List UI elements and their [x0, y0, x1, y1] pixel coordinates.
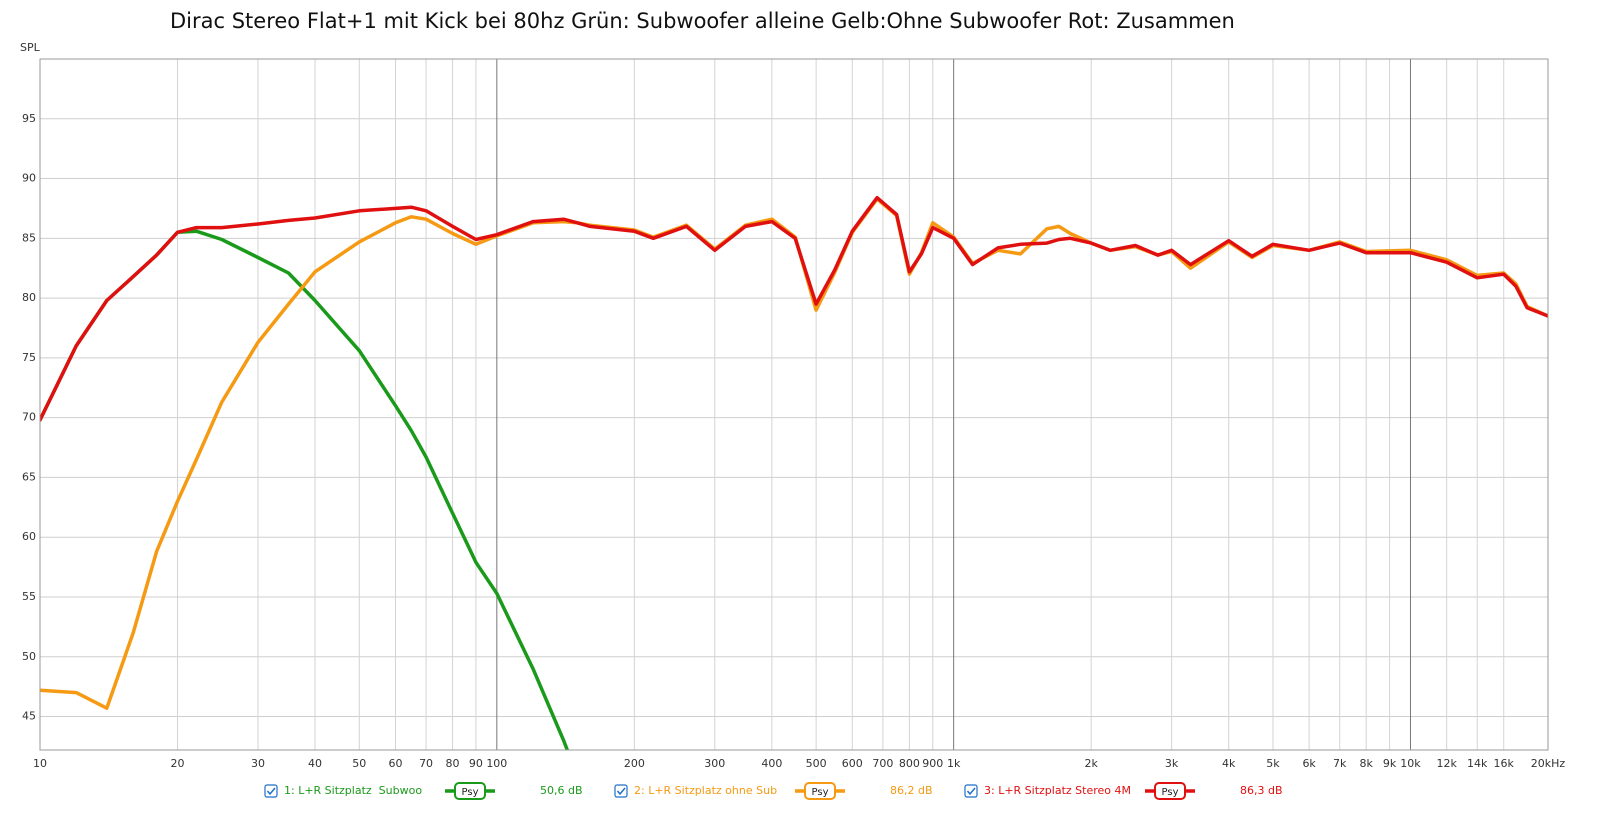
x-tick-label: 90 — [469, 757, 483, 770]
x-tick-label: 7k — [1333, 757, 1347, 770]
x-tick-label: 40 — [308, 757, 322, 770]
legend-psy-box — [1154, 782, 1186, 800]
y-tick-label: 75 — [22, 351, 36, 364]
legend-level: 86,3 dB — [1240, 784, 1283, 797]
x-tick-label: 200 — [624, 757, 645, 770]
curves — [40, 195, 1548, 750]
legend-checkbox[interactable] — [264, 784, 278, 798]
legend-checkmark — [616, 787, 626, 796]
x-tick-label: 20 — [171, 757, 185, 770]
x-tick-label: 500 — [806, 757, 827, 770]
legend-label: 2: L+R Sitzplatz ohne Sub — [634, 784, 777, 797]
x-tick-label: 300 — [704, 757, 725, 770]
y-tick-label: 70 — [22, 411, 36, 424]
x-tick-label: 2k — [1084, 757, 1098, 770]
y-axis-label: SPL — [20, 41, 41, 54]
y-tick-label: 55 — [22, 590, 36, 603]
y-tick-label: 80 — [22, 291, 36, 304]
legend-level: 50,6 dB — [540, 784, 583, 797]
x-tick-label: 4k — [1222, 757, 1236, 770]
chart-title: Dirac Stereo Flat+1 mit Kick bei 80hz Gr… — [170, 9, 1235, 33]
x-tick-label: 600 — [842, 757, 863, 770]
x-tick-label: 30 — [251, 757, 265, 770]
legend-psy-box — [804, 782, 836, 800]
legend-psy-box — [454, 782, 486, 800]
legend-checkmark — [266, 787, 276, 796]
y-tick-label: 65 — [22, 470, 36, 483]
legend-level: 86,2 dB — [890, 784, 933, 797]
x-tick-label: 700 — [872, 757, 893, 770]
x-tick-label: 400 — [761, 757, 782, 770]
series-line — [40, 195, 1548, 422]
legend-checkmark — [966, 787, 976, 796]
legend-entry[interactable]: 3: L+R Sitzplatz Stereo 4M Psy 86,3 dB — [964, 782, 1283, 800]
x-tick-label: 14k — [1467, 757, 1488, 770]
legend: 1: L+R Sitzplatz Subwoo Psy 50,6 dB 2: L+R … — [264, 782, 1283, 800]
x-tick-label: 3k — [1165, 757, 1179, 770]
legend-entry[interactable]: 2: L+R Sitzplatz ohne Sub Psy 86,2 dB — [614, 782, 933, 800]
x-tick-label: 60 — [388, 757, 402, 770]
legend-psy: Psy — [812, 787, 829, 798]
x-tick-label: 9k — [1383, 757, 1397, 770]
plot-frame — [39, 58, 1549, 751]
legend-entry[interactable]: 1: L+R Sitzplatz Subwoo Psy 50,6 dB — [264, 782, 583, 800]
legend-psy: Psy — [462, 787, 479, 798]
x-tick-label: 900 — [922, 757, 943, 770]
legend-label: 1: L+R Sitzplatz Subwoo — [284, 784, 422, 797]
y-tick-label: 45 — [22, 710, 36, 723]
x-tick-label: 10k — [1400, 757, 1421, 770]
x-tick-label: 1k — [947, 757, 961, 770]
x-tick-label: 5k — [1266, 757, 1280, 770]
legend-checkbox[interactable] — [614, 784, 628, 798]
x-tick-label: 50 — [352, 757, 366, 770]
x-tick-label: 70 — [419, 757, 433, 770]
x-tick-label: 8k — [1360, 757, 1374, 770]
x-tick-label: 12k — [1436, 757, 1457, 770]
x-tick-label: 100 — [486, 757, 507, 770]
y-tick-label: 50 — [22, 650, 36, 663]
y-tick-label: 85 — [22, 231, 36, 244]
legend-checkbox[interactable] — [964, 784, 978, 798]
y-tick-label: 95 — [22, 112, 36, 125]
y-tick-label: 60 — [22, 530, 36, 543]
x-tick-label: 80 — [446, 757, 460, 770]
legend-psy: Psy — [1162, 787, 1179, 798]
y-tick-label: 90 — [22, 172, 36, 185]
x-tick-label: 800 — [899, 757, 920, 770]
x-tick-label: 20kHz — [1531, 757, 1566, 770]
legend-label: 3: L+R Sitzplatz Stereo 4M — [984, 784, 1131, 797]
x-tick-label: 16k — [1494, 757, 1515, 770]
x-tick-label: 6k — [1302, 757, 1316, 770]
x-tick-label: 10 — [33, 757, 47, 770]
